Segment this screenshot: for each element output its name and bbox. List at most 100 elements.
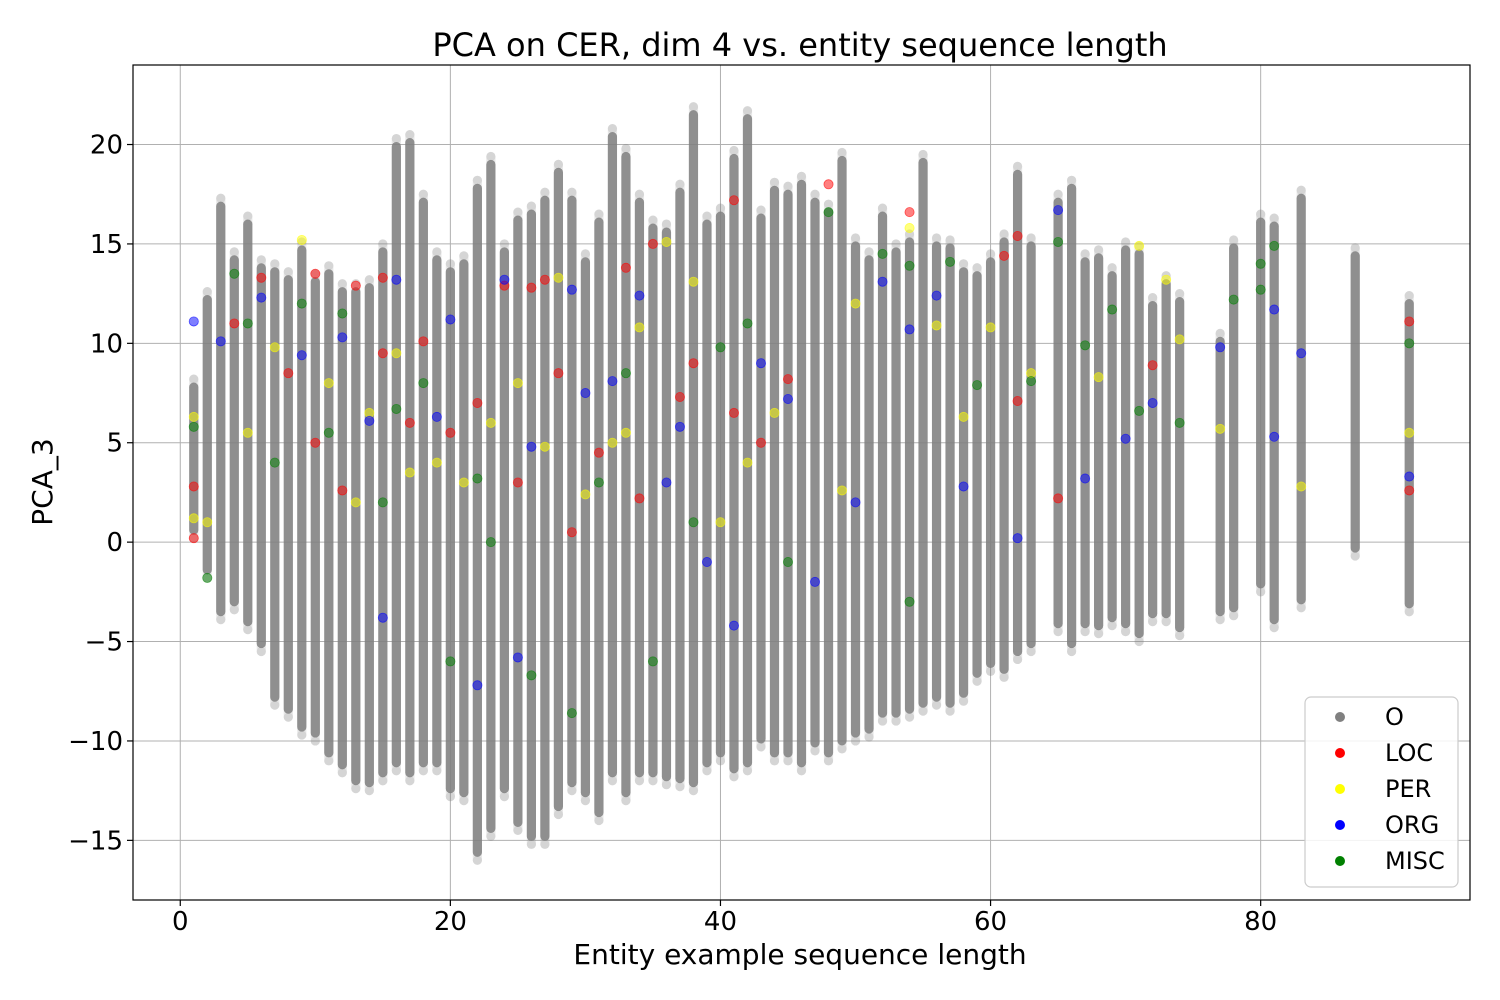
series-misc-point xyxy=(418,378,429,389)
series-o-point xyxy=(810,189,820,199)
y-tick-label: −15 xyxy=(68,826,123,856)
series-o-column xyxy=(405,129,415,786)
series-o-point xyxy=(1256,209,1266,219)
data-points xyxy=(188,102,1415,865)
series-o-point xyxy=(270,259,280,269)
series-loc-point xyxy=(904,207,915,218)
series-o-point xyxy=(1121,237,1131,247)
series-loc-point xyxy=(256,272,267,283)
series-o-column xyxy=(1350,243,1360,561)
series-org-point xyxy=(931,290,942,301)
series-o-point xyxy=(877,716,888,726)
series-misc-point xyxy=(620,368,631,379)
series-o-point xyxy=(1080,627,1090,637)
series-org-point xyxy=(877,276,888,287)
series-loc-point xyxy=(310,268,321,279)
series-per-point xyxy=(742,457,753,468)
series-loc-point xyxy=(337,485,348,496)
series-o-column xyxy=(256,255,266,657)
series-o-point xyxy=(688,102,699,112)
series-per-point xyxy=(715,517,726,528)
series-per-point xyxy=(634,322,645,333)
series-o-point xyxy=(918,706,928,716)
series-o-column xyxy=(1053,189,1063,637)
series-o-column xyxy=(837,147,847,754)
series-o-point xyxy=(283,712,293,722)
series-o-point xyxy=(351,784,361,794)
series-per-point xyxy=(485,417,496,428)
series-misc-point xyxy=(566,708,577,719)
series-o-point xyxy=(972,676,982,686)
series-misc-point xyxy=(1404,338,1415,349)
series-o-point xyxy=(999,229,1009,239)
series-misc-point xyxy=(1080,340,1091,351)
series-org-point xyxy=(364,415,375,426)
series-o-point xyxy=(391,766,401,776)
series-loc-point xyxy=(512,477,523,488)
series-loc-point xyxy=(526,282,537,293)
series-org-point xyxy=(445,314,456,325)
legend: O LOC PER ORG MISC xyxy=(1304,696,1459,888)
series-o-point xyxy=(229,605,239,615)
series-o-point xyxy=(486,151,496,162)
series-o-column xyxy=(297,237,307,740)
series-loc-point xyxy=(188,533,199,544)
series-o-column xyxy=(1256,209,1266,597)
series-o-column xyxy=(823,199,834,766)
series-o-point xyxy=(324,756,334,766)
series-o-point xyxy=(189,374,199,384)
series-o-point xyxy=(499,239,509,249)
series-o-column xyxy=(931,233,942,710)
series-o-column xyxy=(337,279,347,778)
legend-label: ORG xyxy=(1385,811,1439,839)
series-o-column xyxy=(499,239,509,802)
series-o-point xyxy=(486,831,496,841)
x-axis-label: Entity example sequence length xyxy=(573,938,1026,971)
series-org-point xyxy=(850,497,861,508)
series-o-column xyxy=(850,233,861,746)
series-per-point xyxy=(202,517,213,528)
series-o-column xyxy=(526,201,536,849)
legend-marker xyxy=(1335,712,1345,722)
series-o-column xyxy=(202,287,212,583)
series-misc-point xyxy=(323,427,334,438)
legend-label: PER xyxy=(1385,775,1431,803)
series-loc-point xyxy=(1404,485,1415,496)
series-o-point xyxy=(1404,291,1414,301)
series-per-point xyxy=(769,407,780,418)
series-o-point xyxy=(270,700,280,710)
series-misc-point xyxy=(782,557,793,568)
series-org-point xyxy=(1215,342,1226,353)
series-o-point xyxy=(702,766,712,776)
series-o-point xyxy=(580,249,591,259)
series-o-column xyxy=(675,179,685,792)
series-misc-point xyxy=(445,656,456,667)
series-org-point xyxy=(1269,304,1280,315)
series-org-point xyxy=(1120,433,1131,444)
series-o-column xyxy=(702,211,712,776)
series-o-point xyxy=(621,143,631,154)
series-o-point xyxy=(904,712,915,722)
series-o-column xyxy=(1080,249,1090,637)
series-o-point xyxy=(837,744,847,754)
series-o-point xyxy=(1094,245,1104,255)
series-per-point xyxy=(296,234,307,245)
series-o-column xyxy=(904,229,915,722)
series-misc-point xyxy=(269,457,280,468)
series-o-column xyxy=(1134,241,1144,647)
series-per-point xyxy=(188,513,199,524)
series-o-point xyxy=(1012,654,1023,665)
series-misc-point xyxy=(593,477,604,488)
series-misc-point xyxy=(945,256,956,267)
series-o-column xyxy=(877,203,888,726)
series-misc-point xyxy=(337,308,348,319)
series-o-column xyxy=(459,251,469,806)
series-o-point xyxy=(688,786,699,796)
series-o-point xyxy=(310,736,320,746)
series-o-point xyxy=(540,187,550,197)
series-o-point xyxy=(702,211,712,221)
series-per-point xyxy=(431,457,442,468)
series-o-point xyxy=(567,786,577,796)
series-misc-point xyxy=(472,473,483,484)
